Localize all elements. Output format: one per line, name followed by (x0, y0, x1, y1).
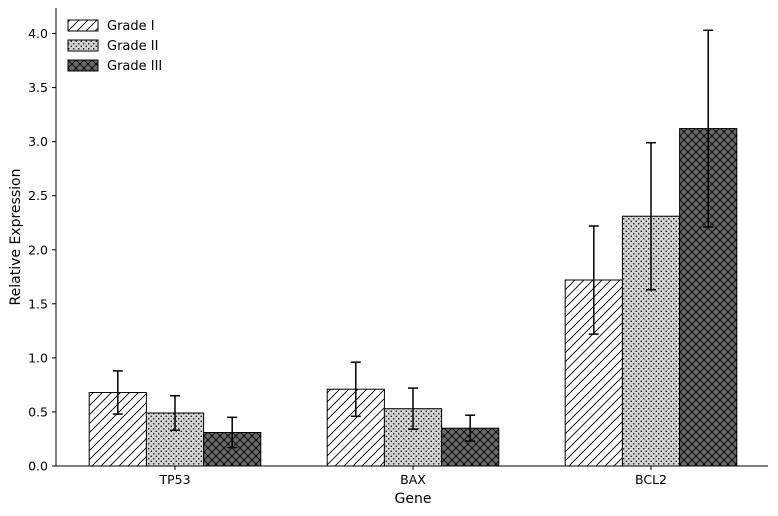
error-bar-grade-ii-tp53 (170, 394, 180, 432)
legend-label: Grade III (107, 59, 162, 74)
x-tick-label-bcl2: BCL2 (635, 472, 667, 487)
error-bar-grade-ii-bcl2 (646, 141, 656, 291)
y-tick-label: 4.0 (28, 26, 48, 41)
legend-item-grade-ii: Grade II (67, 39, 158, 54)
legend-item-grade-iii: Grade III (67, 59, 162, 74)
y-tick-label: 0.0 (28, 459, 48, 474)
legend: Grade I Grade II Grade III (67, 19, 162, 74)
error-bar-grade-iii-bcl2 (703, 29, 714, 228)
error-bar-grade-i-bcl2 (588, 225, 599, 335)
x-tick-label-tp53: TP53 (158, 472, 190, 487)
y-tick-label: 1.5 (28, 296, 48, 311)
legend-label: Grade I (107, 19, 155, 34)
legend-swatch (67, 19, 99, 32)
y-tick-label: 1.0 (28, 350, 48, 365)
y-axis-label: Relative Expression (8, 169, 24, 306)
y-tick-label: 3.0 (28, 134, 48, 149)
error-bar-grade-i-bax (350, 361, 361, 418)
legend-label: Grade II (107, 39, 158, 54)
x-axis-label: Gene (395, 491, 432, 507)
y-tick-label: 3.5 (28, 80, 48, 95)
x-tick-label-bax: BAX (400, 472, 426, 487)
y-tick-label: 0.5 (28, 404, 48, 419)
legend-swatch (67, 59, 99, 72)
error-bar-grade-iii-tp53 (227, 416, 238, 449)
error-bars-layer (112, 29, 714, 449)
error-bar-grade-i-tp53 (112, 370, 123, 415)
y-tick-label: 2.5 (28, 188, 48, 203)
legend-swatch (67, 39, 99, 52)
error-bar-grade-iii-bax (465, 414, 476, 442)
legend-item-grade-i: Grade I (67, 19, 155, 34)
y-tick-label: 2.0 (28, 242, 48, 257)
error-bar-grade-ii-bax (408, 387, 418, 430)
axes: 0.0 0.5 1.0 1.5 2.0 2.5 3.0 3.5 4.0 TP53 BAX BCL2 (28, 8, 768, 487)
